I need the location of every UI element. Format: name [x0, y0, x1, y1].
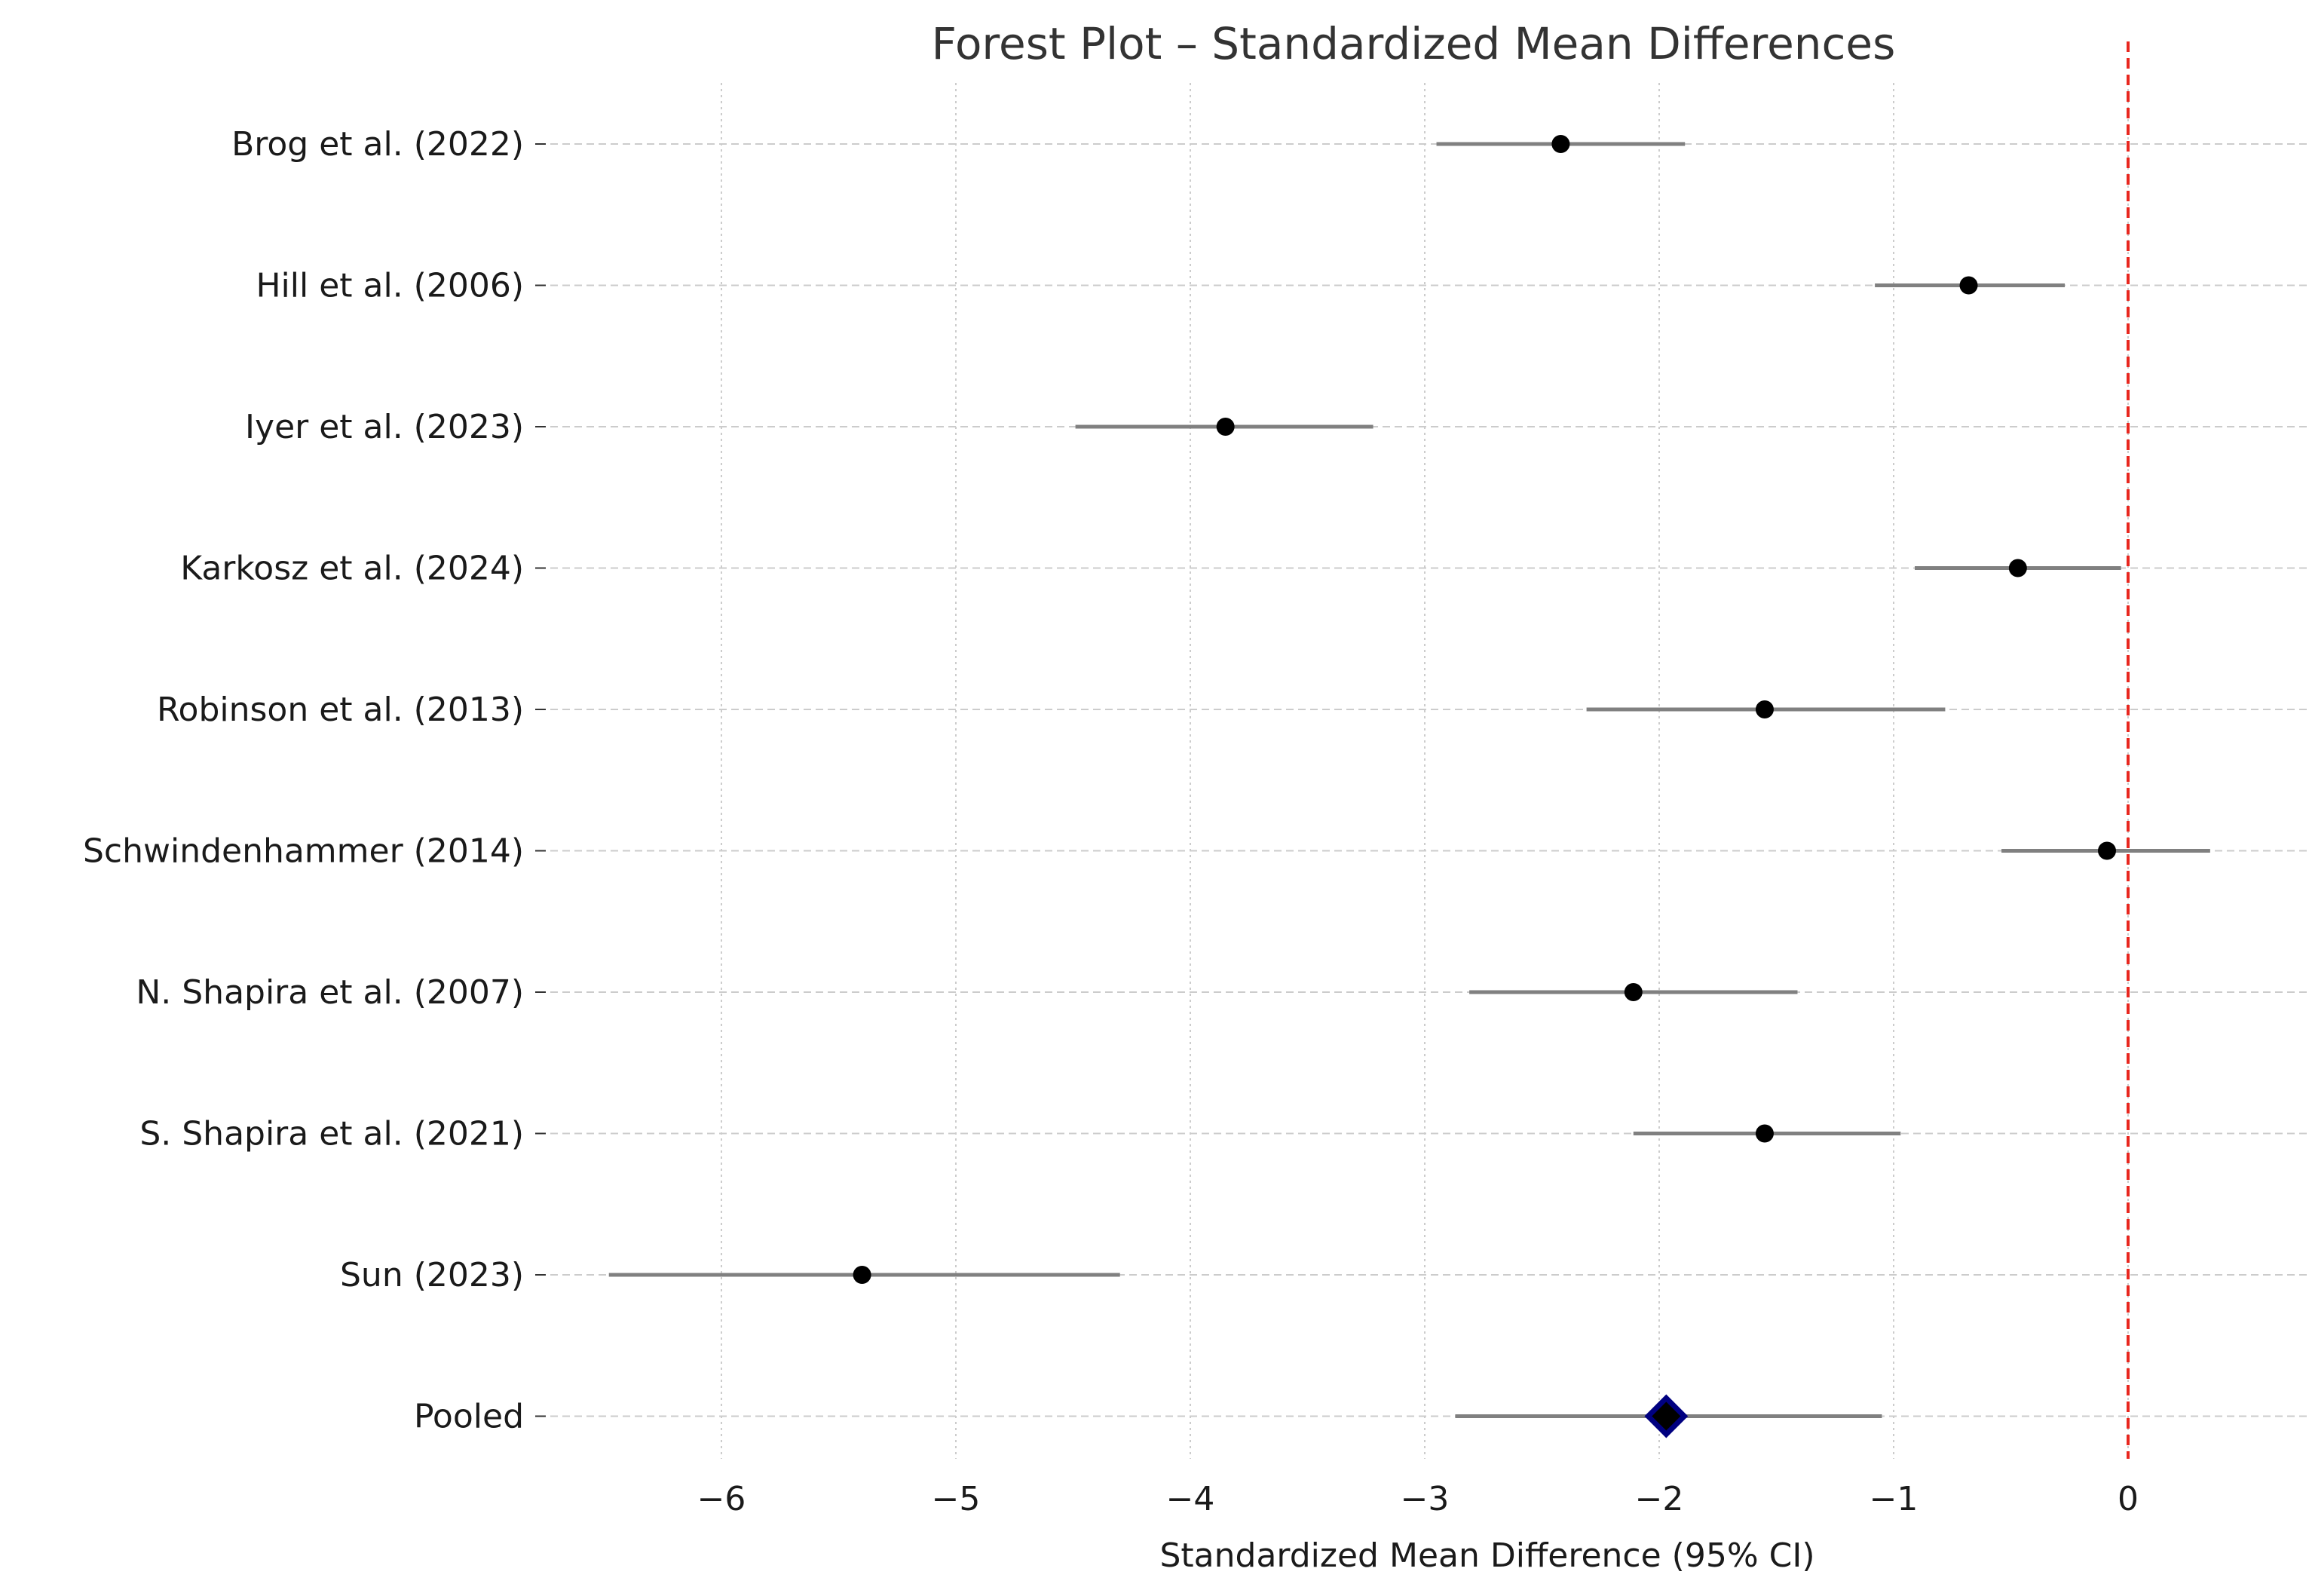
x-tick-label: −3 [1401, 1480, 1450, 1518]
study-label: Brog et al. (2022) [231, 125, 524, 164]
study-label: S. Shapira et al. (2021) [139, 1115, 524, 1153]
point-estimate [2098, 841, 2117, 860]
chart-title: Forest Plot – Standardized Mean Differen… [932, 18, 1896, 69]
x-tick-label: −5 [932, 1480, 981, 1518]
study-label: Pooled [414, 1398, 524, 1436]
study-label: Iyer et al. (2023) [245, 408, 524, 446]
point-estimate [1216, 418, 1235, 436]
point-estimate [1551, 135, 1570, 153]
x-tick-label: 0 [2118, 1480, 2139, 1518]
x-tick-label: −6 [697, 1480, 746, 1518]
study-label: Karkosz et al. (2024) [180, 550, 524, 588]
point-estimate [1624, 983, 1643, 1001]
point-estimate [853, 1266, 871, 1284]
point-estimate [1755, 700, 1774, 718]
study-labels: Brog et al. (2022) Hill et al. (2006) Iyer… [83, 125, 546, 1436]
pooled-estimate-diamond [1644, 1394, 1689, 1438]
study-label: Schwindenhammer (2014) [83, 832, 524, 871]
study-label: Robinson et al. (2013) [157, 691, 524, 729]
point-estimate [1755, 1124, 1774, 1143]
study-label: N. Shapira et al. (2007) [136, 973, 524, 1012]
study-label: Hill et al. (2006) [256, 267, 524, 305]
x-tick-label: −2 [1635, 1480, 1684, 1518]
point-layer [853, 135, 2117, 1438]
x-axis-label: Standardized Mean Difference (95% CI) [1160, 1536, 1815, 1575]
point-estimate [1959, 276, 1978, 295]
point-estimate [2008, 559, 2027, 577]
x-tick-label: −1 [1870, 1480, 1919, 1518]
x-tick-labels: −6 −5 −4 −3 −2 −1 0 [697, 1480, 2139, 1518]
x-tick-label: −4 [1166, 1480, 1215, 1518]
study-label: Sun (2023) [340, 1256, 524, 1294]
